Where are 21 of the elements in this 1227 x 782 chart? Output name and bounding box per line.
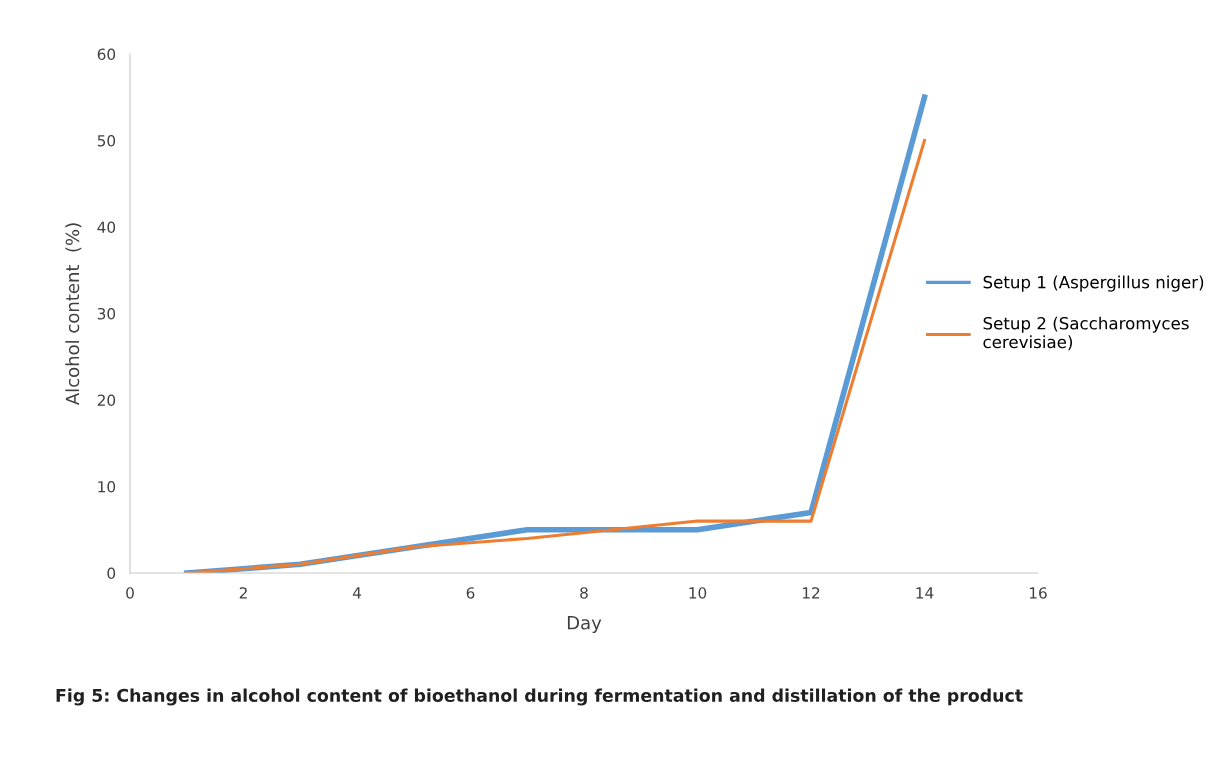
x-tick-label: 2 <box>239 587 247 599</box>
y-axis-title: Alcohol content (%) <box>65 223 82 406</box>
x-tick-label: 10 <box>689 587 707 599</box>
y-tick-label: 50 <box>97 134 116 147</box>
caption: Fig 5: Changes in alcohol content of bioethanol during fermentation and distillation of the product <box>56 688 1023 706</box>
legend-label: Setup 1 (Aspergillus niger) <box>983 275 1204 292</box>
x-tick-label: 16 <box>1029 587 1047 599</box>
y-tick-label: 20 <box>97 394 116 407</box>
x-tick-label: 8 <box>580 587 588 599</box>
y-tick-label: 30 <box>97 307 116 320</box>
x-tick-label: 14 <box>916 587 934 599</box>
y-tick-label: 0 <box>107 567 116 580</box>
y-tick-label: 10 <box>98 480 116 493</box>
y-tick-label: 40 <box>97 221 116 234</box>
x-tick-label: 6 <box>466 587 475 599</box>
x-tick-label: 12 <box>802 587 820 599</box>
x-axis-title: Day <box>567 616 602 634</box>
y-tick-label: 60 <box>97 48 116 61</box>
x-tick-label: 0 <box>126 587 134 599</box>
x-tick-label: 4 <box>352 587 361 599</box>
legend-label: Setup 2 (Saccharomyces cerevisiae) <box>983 316 1189 351</box>
